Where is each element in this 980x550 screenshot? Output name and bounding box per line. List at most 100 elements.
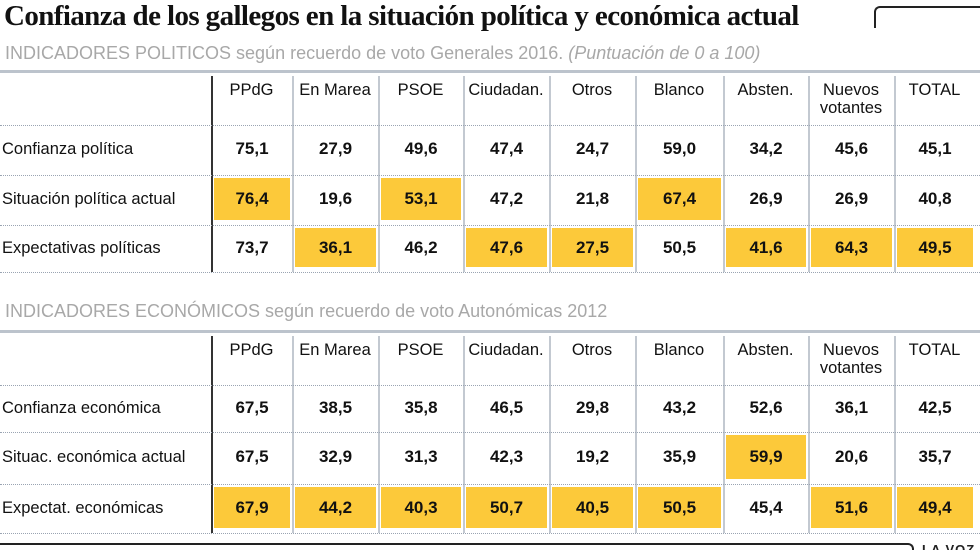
data-cell: 20,6 — [834, 447, 869, 466]
column-divider — [211, 336, 213, 533]
data-cell: 35,7 — [918, 447, 952, 466]
data-cell: 50,7 — [466, 487, 547, 528]
column-header: Blanco — [653, 341, 705, 359]
column-divider — [894, 336, 896, 533]
column-header: Nuevos votantes — [819, 341, 883, 377]
data-cell: 50,5 — [662, 237, 697, 257]
column-divider — [292, 336, 294, 533]
data-cell: 21,8 — [575, 189, 610, 208]
column-header: Ciudadan. — [468, 341, 544, 359]
data-cell: 34,2 — [749, 139, 783, 158]
row-label: Situación política actual — [2, 190, 176, 208]
data-cell: 64,3 — [811, 228, 892, 267]
column-divider — [894, 76, 896, 272]
data-cell: 47,2 — [489, 189, 524, 208]
column-header: Otros — [571, 341, 613, 359]
data-cell: 36,1 — [295, 228, 376, 267]
column-header: TOTAL — [908, 341, 961, 359]
data-cell: 40,5 — [552, 487, 633, 528]
data-cell: 45,1 — [918, 139, 952, 158]
subtitle-note: (Puntuación de 0 a 100) — [568, 43, 761, 63]
section-subtitle: INDICADORES POLITICOS según recuerdo de … — [5, 43, 760, 64]
column-header: PSOE — [397, 341, 444, 359]
row-label: Expectativas políticas — [2, 238, 161, 257]
row-divider — [0, 432, 980, 433]
row-label: Confianza económica — [2, 398, 161, 417]
column-header: TOTAL — [908, 81, 961, 99]
column-divider — [211, 76, 213, 272]
subtitle-text: INDICADORES ECONÓMICOS según recuerdo de… — [5, 301, 608, 321]
section-rule — [0, 70, 980, 73]
data-cell: 29,8 — [575, 397, 610, 417]
data-cell: 67,9 — [214, 487, 290, 528]
subtitle-text: INDICADORES POLITICOS según recuerdo de … — [5, 43, 564, 63]
data-cell: 49,5 — [897, 228, 973, 267]
data-cell: 40,8 — [918, 189, 952, 208]
data-cell: 31,3 — [404, 447, 438, 466]
row-label: Confianza política — [2, 140, 134, 158]
column-header: PPdG — [229, 81, 274, 99]
column-divider — [723, 76, 725, 272]
section-rule — [0, 330, 980, 333]
data-cell: 38,5 — [318, 397, 353, 417]
data-cell: 35,9 — [662, 447, 697, 466]
column-header: En Marea — [299, 81, 371, 99]
data-cell: 27,5 — [552, 228, 633, 267]
column-header: Blanco — [653, 81, 705, 99]
data-cell: 43,2 — [662, 397, 697, 417]
column-divider — [378, 76, 380, 272]
column-divider — [808, 76, 810, 272]
data-cell: 73,7 — [235, 237, 269, 257]
data-cell: 42,5 — [918, 397, 952, 417]
data-cell: 36,1 — [834, 397, 869, 417]
column-divider — [549, 336, 551, 533]
row-divider — [0, 125, 980, 126]
data-cell: 35,8 — [404, 397, 438, 417]
page-title: Confianza de los gallegos en la situació… — [4, 0, 799, 32]
data-cell: 67,5 — [235, 397, 269, 417]
data-cell: 46,2 — [404, 237, 438, 257]
data-cell: 59,0 — [662, 139, 697, 158]
data-cell: 26,9 — [749, 189, 783, 208]
bottom-rule — [0, 543, 914, 550]
column-divider — [463, 76, 465, 272]
data-cell: 67,5 — [235, 447, 269, 466]
row-label: Expectat. económicas — [2, 498, 164, 517]
data-cell: 67,4 — [638, 178, 721, 220]
row-divider — [0, 175, 980, 176]
data-cell: 44,2 — [295, 487, 376, 528]
column-divider — [292, 76, 294, 272]
data-cell: 24,7 — [575, 139, 610, 158]
logo: LA VOZ — [922, 542, 976, 550]
column-header: PPdG — [229, 341, 274, 359]
column-divider — [378, 336, 380, 533]
data-cell: 46,5 — [489, 397, 524, 417]
row-divider — [0, 533, 980, 534]
data-cell: 27,9 — [318, 139, 353, 158]
row-divider — [0, 225, 980, 226]
data-cell: 50,5 — [638, 487, 721, 528]
data-cell: 49,4 — [897, 487, 973, 528]
data-cell: 59,9 — [726, 435, 806, 479]
column-header: Otros — [571, 81, 613, 99]
data-cell: 51,6 — [811, 487, 892, 528]
frame-corner — [874, 6, 980, 28]
row-label: Situac. económica actual — [2, 448, 186, 466]
data-cell: 76,4 — [214, 178, 290, 220]
data-cell: 49,6 — [404, 139, 438, 158]
column-divider — [463, 336, 465, 533]
data-cell: 52,6 — [749, 397, 783, 417]
data-cell: 45,4 — [749, 497, 783, 517]
data-cell: 40,3 — [381, 487, 461, 528]
column-header: Absten. — [737, 81, 794, 99]
row-divider — [0, 484, 980, 485]
column-header: Absten. — [737, 341, 794, 359]
column-divider — [635, 76, 637, 272]
data-cell: 53,1 — [381, 178, 461, 220]
column-divider — [723, 336, 725, 533]
data-cell: 45,6 — [834, 139, 869, 158]
column-header: Nuevos votantes — [819, 81, 883, 117]
data-cell: 32,9 — [318, 447, 353, 466]
column-divider — [808, 336, 810, 533]
